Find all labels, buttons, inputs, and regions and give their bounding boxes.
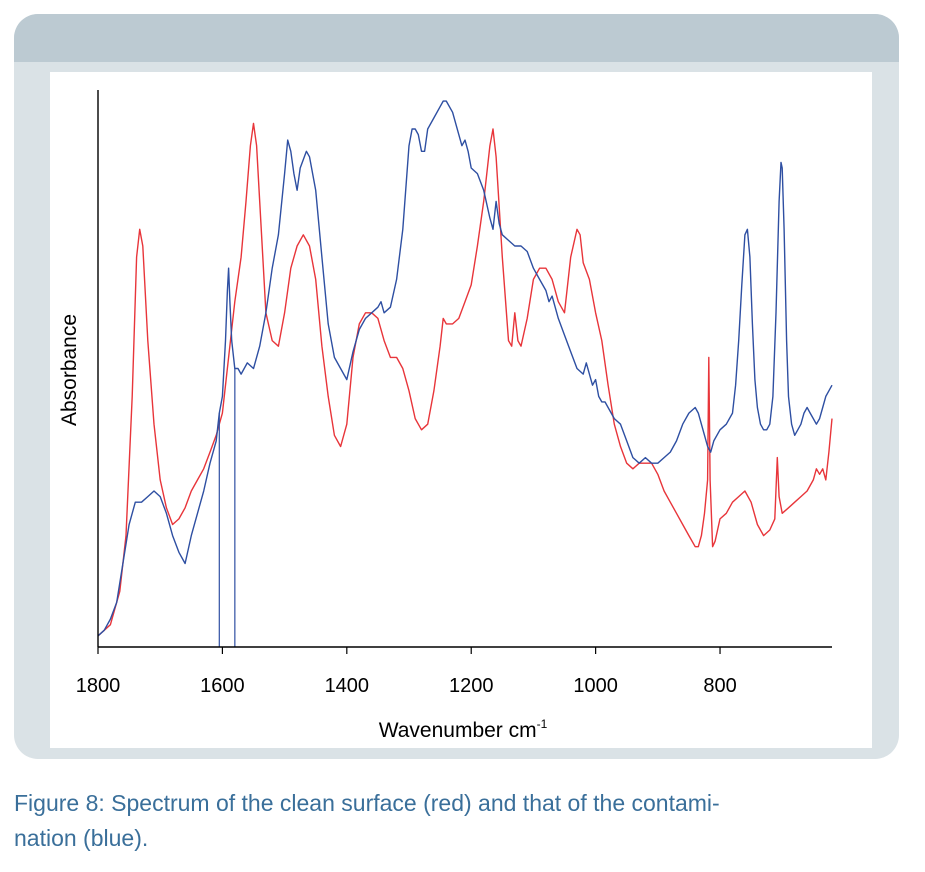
plot-background [50,72,872,748]
x-tick-label: 1600 [200,675,245,697]
figure-caption: Figure 8: Spectrum of the clean surface … [14,786,904,856]
caption-line-2: nation (blue). [14,825,149,851]
x-tick-label: 1200 [449,675,494,697]
x-tick-label: 1800 [76,675,121,697]
y-axis-title: Absorbance [58,314,81,426]
x-tick-layer: 1800 1600 1400 1200 1000 800 [76,647,737,697]
series-line-1 [97,122,833,637]
x-tick-label: 1000 [573,675,618,697]
figure-panel-header [14,14,899,62]
x-tick-label: 800 [703,675,736,697]
series-layer [97,100,833,647]
x-axis-title: Wavenumber cm-1 [379,717,548,742]
x-tick-label: 1400 [325,675,370,697]
series-line-2 [97,100,833,637]
caption-line-1: Figure 8: Spectrum of the clean surface … [14,790,720,816]
